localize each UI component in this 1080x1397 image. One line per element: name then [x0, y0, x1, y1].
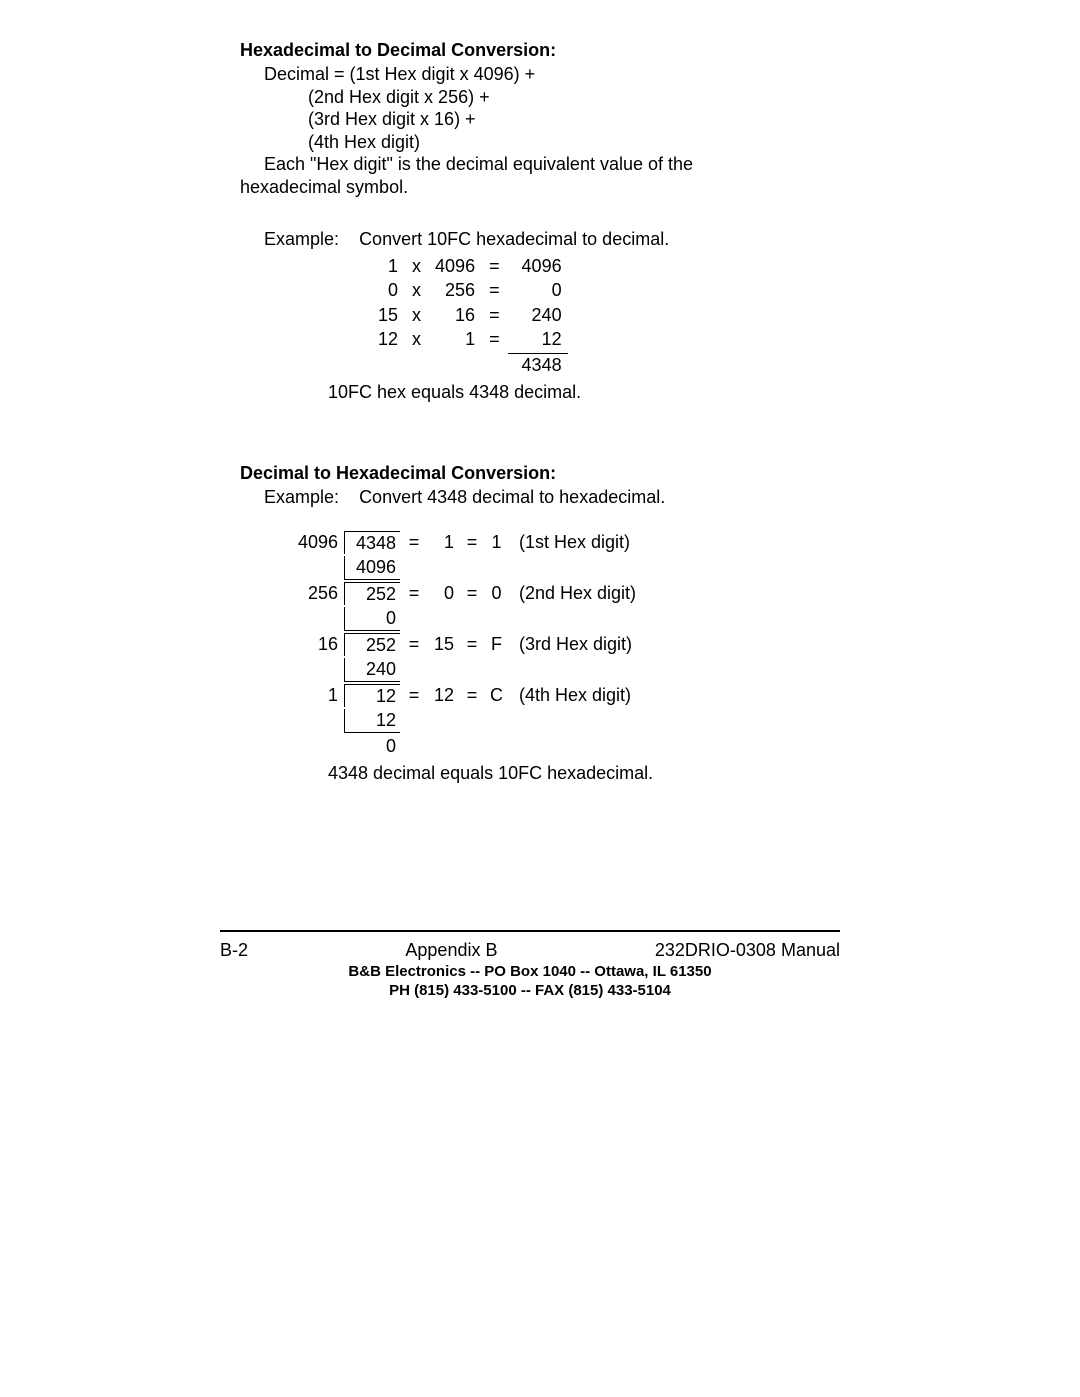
dividend-cell: 12 — [344, 684, 400, 708]
example-text: Convert 4348 decimal to hexadecimal. — [359, 487, 665, 507]
equals-cell: = — [402, 531, 426, 555]
example2-line: Example: Convert 4348 decimal to hexadec… — [240, 486, 840, 509]
dividend-cell: 4348 — [344, 531, 400, 555]
result-cell: 4096 — [508, 255, 568, 278]
equals-cell: = — [402, 582, 426, 606]
result-cell: 0 — [508, 279, 568, 302]
times-cell: x — [406, 279, 427, 302]
equals-cell: = — [483, 255, 506, 278]
digit-cell: 0 — [372, 279, 404, 302]
times-cell: x — [406, 255, 427, 278]
equals-cell: = — [460, 633, 484, 657]
dividend-cell: 252 — [344, 582, 400, 606]
quotient-cell: 12 — [428, 684, 458, 708]
subtract-cell: 0 — [344, 607, 400, 631]
para-line-2: hexadecimal symbol. — [240, 176, 840, 199]
equals-cell: = — [402, 633, 426, 657]
mult-cell: 16 — [429, 304, 481, 327]
page-footer: B-2 Appendix B 232DRIO-0308 Manual B&B E… — [220, 930, 840, 999]
divisor-cell: 1 — [292, 684, 342, 708]
equals-cell: = — [483, 279, 506, 302]
mult-cell: 256 — [429, 279, 481, 302]
equals-cell: = — [483, 328, 506, 351]
page-content: Hexadecimal to Decimal Conversion: Decim… — [240, 40, 840, 784]
equals-cell: = — [460, 582, 484, 606]
digit-cell: 1 — [372, 255, 404, 278]
times-cell: x — [406, 328, 427, 351]
dec-to-hex-table: 4096 4348 = 1 = 1 (1st Hex digit) 4096 2… — [290, 517, 642, 760]
example-text: Convert 10FC hexadecimal to decimal. — [359, 229, 669, 249]
note-cell: (3rd Hex digit) — [509, 633, 640, 657]
subtract-cell: 240 — [344, 658, 400, 682]
equals-cell: = — [460, 684, 484, 708]
formula-line-4: (4th Hex digit) — [240, 131, 840, 154]
formula-line-1: Decimal = (1st Hex digit x 4096) + — [240, 63, 840, 86]
table-row: 240 — [292, 658, 640, 682]
table-row: 0 x 256 = 0 — [372, 279, 568, 302]
appendix-label: Appendix B — [405, 940, 497, 961]
note-cell: (2nd Hex digit) — [509, 582, 640, 606]
table-row: 4096 4348 = 1 = 1 (1st Hex digit) — [292, 531, 640, 555]
digit-cell: 12 — [372, 328, 404, 351]
table-row: 16 252 = 15 = F (3rd Hex digit) — [292, 633, 640, 657]
table-row: 4096 — [292, 556, 640, 580]
table-row: 1 12 = 12 = C (4th Hex digit) — [292, 684, 640, 708]
page-number: B-2 — [220, 940, 248, 961]
footer-phone: PH (815) 433-5100 -- FAX (815) 433-5104 — [220, 982, 840, 999]
note-cell: (1st Hex digit) — [509, 531, 640, 555]
mult-cell: 1 — [429, 328, 481, 351]
table-row: 1 x 4096 = 4096 — [372, 255, 568, 278]
table-row: 256 252 = 0 = 0 (2nd Hex digit) — [292, 582, 640, 606]
hex-to-dec-heading: Hexadecimal to Decimal Conversion: — [240, 40, 840, 61]
note-cell: (4th Hex digit) — [509, 684, 640, 708]
formula-line-2: (2nd Hex digit x 256) + — [240, 86, 840, 109]
table-row: 0 — [292, 607, 640, 631]
equals-cell: = — [460, 531, 484, 555]
quotient-cell: 0 — [428, 582, 458, 606]
mult-cell: 4096 — [429, 255, 481, 278]
equals-cell: = — [402, 684, 426, 708]
footer-row-1: B-2 Appendix B 232DRIO-0308 Manual — [220, 940, 840, 961]
dec-to-hex-heading: Decimal to Hexadecimal Conversion: — [240, 463, 840, 484]
divisor-cell: 4096 — [292, 531, 342, 555]
hex-cell: F — [486, 633, 507, 657]
dividend-cell: 252 — [344, 633, 400, 657]
dec-to-hex-result: 4348 decimal equals 10FC hexadecimal. — [328, 763, 840, 784]
subtract-cell: 4096 — [344, 556, 400, 580]
sum-cell: 4348 — [508, 353, 568, 377]
example-label: Example: — [264, 487, 339, 507]
footer-address: B&B Electronics -- PO Box 1040 -- Ottawa… — [220, 963, 840, 980]
manual-label: 232DRIO-0308 Manual — [655, 940, 840, 961]
digit-cell: 15 — [372, 304, 404, 327]
final-cell: 0 — [344, 735, 400, 758]
quotient-cell: 1 — [428, 531, 458, 555]
sum-row: 4348 — [372, 353, 568, 377]
result-cell: 12 — [508, 328, 568, 351]
table-row: 12 x 1 = 12 — [372, 328, 568, 351]
equals-cell: = — [483, 304, 506, 327]
hex-cell: 1 — [486, 531, 507, 555]
divisor-cell: 16 — [292, 633, 342, 657]
hex-to-dec-result: 10FC hex equals 4348 decimal. — [328, 382, 840, 403]
table-row: 0 — [292, 735, 640, 758]
footer-rule — [220, 930, 840, 932]
formula-line-3: (3rd Hex digit x 16) + — [240, 108, 840, 131]
table-row: 12 — [292, 709, 640, 733]
subtract-cell: 12 — [344, 709, 400, 733]
example-label: Example: — [264, 229, 339, 249]
times-cell: x — [406, 304, 427, 327]
result-cell: 240 — [508, 304, 568, 327]
hex-to-dec-table: 1 x 4096 = 4096 0 x 256 = 0 15 x 16 = 24… — [370, 253, 570, 379]
divisor-cell: 256 — [292, 582, 342, 606]
hex-cell: C — [486, 684, 507, 708]
para-line-1: Each "Hex digit" is the decimal equivale… — [240, 153, 840, 176]
table-row: 15 x 16 = 240 — [372, 304, 568, 327]
quotient-cell: 15 — [428, 633, 458, 657]
example1-line: Example: Convert 10FC hexadecimal to dec… — [240, 228, 840, 251]
hex-cell: 0 — [486, 582, 507, 606]
